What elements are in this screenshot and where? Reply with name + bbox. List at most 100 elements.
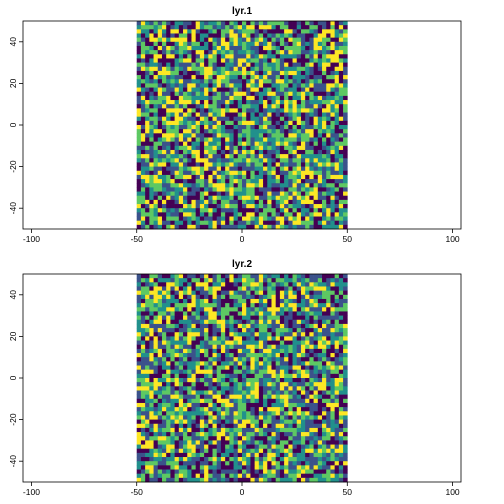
raster-cell [212,100,218,105]
raster-cell [149,25,154,30]
raster-cell [157,444,163,450]
raster-cell [187,145,192,151]
raster-cell [220,461,226,466]
raster-cell [326,141,331,147]
raster-cell [322,353,327,358]
raster-cell [145,361,150,366]
raster-cell [263,199,268,205]
raster-cell [288,344,293,350]
raster-cell [267,444,272,450]
raster-cell [326,340,331,346]
raster-cell [322,212,327,217]
raster-cell [296,436,302,441]
raster-cell [313,33,319,38]
raster-cell [174,348,180,354]
raster-cell [220,394,226,400]
raster-cell [279,33,285,38]
raster-cell [263,286,268,291]
raster-cell [157,100,163,105]
raster-cell [284,75,289,80]
raster-cell [246,166,251,172]
raster-cell [271,75,277,80]
raster-cell [284,25,289,30]
raster-cell [216,216,222,222]
raster-cell [191,473,197,479]
raster-cell [136,465,142,470]
raster-cell [178,419,184,425]
raster-cell [187,133,192,138]
raster-cell [309,183,314,188]
raster-cell [275,473,281,479]
raster-cell [161,448,167,454]
raster-cell [153,70,159,76]
raster-cell [170,390,175,395]
raster-cell [292,141,298,147]
raster-cell [305,332,310,337]
raster-cell [330,179,335,184]
raster-cell [140,348,146,354]
raster-cell [246,45,251,51]
raster-cell [237,390,243,395]
raster-cell [271,286,277,291]
raster-cell [199,452,205,458]
raster-cell [317,452,323,458]
raster-cell [309,336,314,341]
raster-cell [237,398,243,404]
raster-cell [250,179,255,184]
y-tick-label: 40 [8,37,18,47]
raster-cell [174,87,180,93]
raster-cell [279,344,285,350]
raster-cell [191,319,197,325]
raster-cell [174,187,180,192]
raster-cell [233,137,239,142]
raster-cell [334,154,340,159]
raster-cell [338,91,344,97]
raster-cell [183,469,188,475]
raster-cell [204,41,209,47]
raster-cell [233,448,239,454]
raster-cell [195,166,201,172]
raster-cell [174,58,180,63]
raster-cell [284,129,289,134]
raster-cell [174,154,180,159]
raster-cell [204,224,209,230]
raster-cell [220,278,226,283]
raster-cell [212,323,218,329]
raster-cell [220,457,226,462]
raster-cell [326,382,331,387]
raster-cell [279,357,285,362]
raster-cell [267,348,272,354]
raster-cell [242,224,247,230]
raster-cell [254,29,260,34]
raster-cell [334,125,340,130]
raster-cell [271,469,277,475]
raster-cell [296,204,302,209]
raster-cell [145,402,150,408]
raster-cell [174,21,180,26]
raster-cell [140,83,146,88]
raster-cell [246,216,251,222]
raster-cell [263,95,268,101]
raster-cell [292,340,298,346]
raster-cell [317,133,323,138]
raster-cell [305,328,310,333]
raster-cell [153,133,159,138]
raster-cell [216,75,222,80]
raster-cell [204,112,209,118]
raster-cell [157,25,163,30]
raster-cell [288,303,293,308]
raster-cell [254,129,260,134]
raster-cell [263,83,268,88]
raster-cell [187,174,192,180]
raster-cell [225,199,230,205]
raster-cell [145,444,150,450]
raster-cell [178,116,184,122]
raster-cell [178,315,184,321]
raster-cell [263,75,268,80]
raster-cell [242,336,247,341]
raster-cell [279,452,285,458]
raster-cell [313,174,319,180]
raster-cell [275,191,281,197]
raster-cell [334,469,340,475]
raster-cell [300,154,306,159]
